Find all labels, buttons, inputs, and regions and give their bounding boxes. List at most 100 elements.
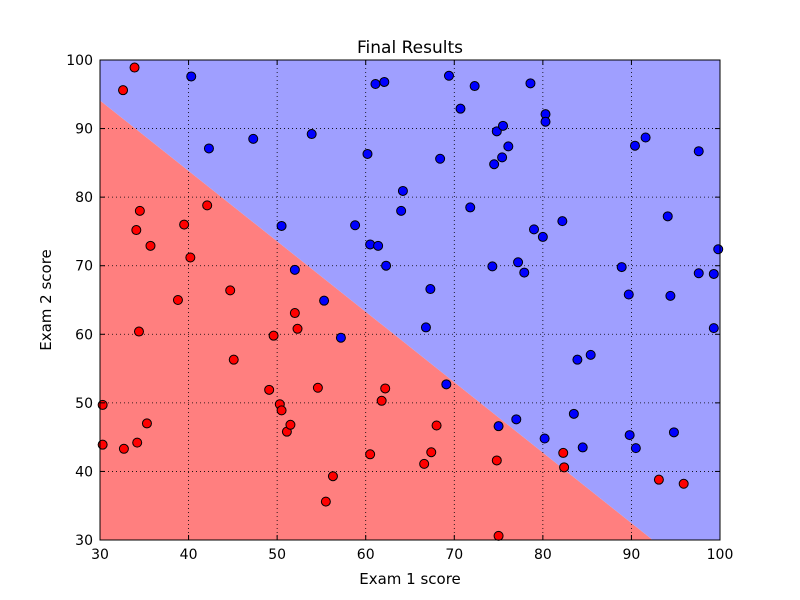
blue-point (491, 126, 502, 137)
blue-point (568, 408, 579, 419)
red-point (185, 252, 196, 263)
blue-point (708, 323, 719, 334)
red-point (678, 478, 689, 489)
y-tick-label: 60 (75, 327, 93, 343)
y-axis-label: Exam 2 score (37, 249, 55, 351)
blue-point (662, 211, 673, 222)
red-point (131, 225, 142, 236)
data-points (97, 62, 724, 541)
blue-point (365, 239, 376, 250)
blue-point (435, 153, 446, 164)
blue-point (640, 132, 651, 143)
blue-point (511, 414, 522, 425)
blue-point (577, 442, 588, 453)
blue-point (370, 79, 381, 89)
x-tick-label: 80 (534, 547, 552, 563)
red-point (264, 384, 275, 395)
blue-point (630, 443, 641, 454)
blue-point (585, 349, 596, 360)
blue-point (513, 257, 524, 268)
blue-point (693, 268, 704, 279)
x-tick-label: 40 (180, 547, 198, 563)
red-point (558, 447, 569, 458)
red-point (320, 496, 331, 507)
blue-point (397, 185, 408, 196)
blue-point (525, 78, 536, 89)
blue-point (498, 120, 508, 131)
red-point (225, 285, 236, 296)
blue-point (668, 427, 679, 438)
y-tick-label: 40 (75, 464, 93, 480)
red-point (285, 419, 296, 430)
red-point (118, 443, 129, 454)
red-point (132, 437, 143, 448)
red-point (268, 330, 279, 341)
plot-area (97, 59, 724, 541)
x-tick-label: 60 (357, 547, 375, 563)
blue-point (469, 81, 480, 92)
blue-point (519, 267, 530, 278)
positive-region (100, 60, 720, 540)
blue-point (493, 421, 504, 432)
x-tick-label: 30 (91, 547, 109, 563)
blue-point (441, 379, 452, 390)
red-point (202, 200, 213, 211)
blue-point (379, 76, 390, 87)
blue-point (289, 264, 300, 275)
y-tick-label: 70 (75, 259, 93, 275)
x-axis: 30 40 50 60 70 80 90 100 (91, 60, 733, 563)
red-point (133, 326, 144, 337)
blue-point (465, 202, 476, 213)
blue-point (708, 268, 719, 279)
chart-title: Final Results (357, 38, 463, 58)
blue-point (276, 220, 287, 231)
blue-point (487, 261, 498, 272)
blue-point (455, 103, 466, 114)
y-tick-label: 30 (75, 533, 93, 549)
blue-point (362, 148, 373, 159)
blue-point (665, 290, 676, 301)
y-axis: 30 40 50 60 70 80 90 100 (66, 53, 720, 549)
blue-point (203, 143, 214, 154)
blue-point (693, 146, 704, 157)
x-tick-label: 90 (623, 547, 641, 563)
x-tick-label: 100 (707, 547, 734, 563)
blue-point (306, 129, 317, 140)
blue-point (425, 284, 436, 295)
red-point (276, 405, 287, 416)
blue-point (557, 216, 568, 227)
red-point (134, 205, 145, 216)
blue-point (624, 430, 635, 441)
red-point (380, 383, 391, 394)
blue-point (623, 289, 634, 300)
red-point (118, 85, 129, 96)
blue-point (540, 116, 551, 127)
red-point (172, 295, 183, 305)
red-point (228, 354, 239, 365)
red-point (179, 219, 190, 230)
blue-point (335, 332, 346, 343)
red-point (653, 474, 664, 485)
y-tick-label: 50 (75, 396, 93, 412)
blue-point (319, 295, 330, 306)
y-tick-label: 80 (75, 190, 93, 206)
red-point (312, 382, 323, 393)
red-point (426, 447, 437, 458)
blue-point (381, 260, 392, 271)
red-point (145, 240, 156, 251)
x-axis-label: Exam 1 score (359, 570, 461, 588)
red-point (327, 471, 338, 482)
blue-point (503, 141, 514, 152)
blue-point (350, 220, 361, 231)
blue-point (186, 71, 197, 82)
blue-point (420, 322, 431, 333)
y-tick-label: 90 (75, 122, 93, 138)
blue-point (529, 224, 539, 235)
red-point (419, 458, 430, 469)
red-point (292, 323, 303, 334)
red-point (491, 455, 502, 466)
y-tick-label: 100 (66, 53, 93, 69)
blue-point (248, 133, 259, 144)
blue-point (537, 231, 548, 242)
blue-point (713, 244, 724, 255)
